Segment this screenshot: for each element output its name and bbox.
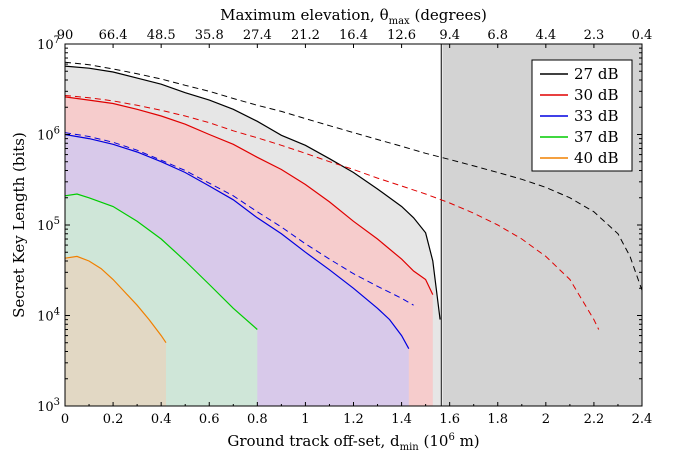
dashed-lines: [64, 61, 643, 330]
legend: 27 dB 30 dB 33 dB 37 dB 40 dB: [531, 59, 633, 172]
area-fills: [65, 66, 441, 407]
x-tick-label: 0.6: [199, 412, 220, 427]
series-line-4: [64, 193, 258, 330]
top-tick-label: 48.5: [147, 28, 176, 43]
y-tick-label: 106: [37, 126, 60, 144]
series-lines: [64, 65, 441, 349]
top-tick-label: 35.8: [195, 28, 224, 43]
series-line-3: [64, 133, 410, 349]
top-tick-label: 2.3: [584, 28, 605, 43]
top-tick-label: 90: [57, 28, 74, 43]
x-tick-label: 2.4: [632, 412, 653, 427]
legend-label-3: 33 dB: [574, 107, 618, 125]
legend-label-2: 30 dB: [574, 86, 618, 104]
x-tick-label: 0.2: [103, 412, 124, 427]
x-tick-label: 2.2: [584, 412, 605, 427]
tick-labels: 0 90 0.2 66.4 0.4 48.5 0.6 35.8 0.8 27.4 1 21.2 1.2 1…: [37, 28, 652, 427]
x-tick-label: 0: [61, 412, 69, 427]
top-tick-label: 12.6: [387, 28, 416, 43]
top-tick-label: 16.4: [339, 28, 368, 43]
x-tick-label: 1.8: [487, 412, 508, 427]
x-tick-label: 0.8: [247, 412, 268, 427]
top-tick-label: 6.8: [487, 28, 508, 43]
series-line-2: [64, 96, 434, 295]
top-tick-label: 0.4: [632, 28, 653, 43]
series-line-5: [64, 255, 167, 344]
area-fill-5: [65, 256, 166, 406]
x-tick-label: 1: [301, 412, 309, 427]
legend-label-5: 40 dB: [574, 149, 618, 167]
series-line-1: [64, 65, 441, 320]
dashed-line-2: [64, 95, 600, 330]
top-axis-label: Maximum elevation, θmax (degrees): [220, 6, 487, 27]
legend-label-4: 37 dB: [574, 128, 618, 146]
dashed-line-1: [64, 61, 643, 291]
y-tick-label: 105: [37, 216, 60, 234]
x-tick-label: 1.6: [439, 412, 460, 427]
y-tick-label: 103: [37, 397, 60, 415]
top-tick-label: 66.4: [99, 28, 128, 43]
axis-ticks: [64, 43, 643, 407]
x-tick-label: 1.4: [391, 412, 412, 427]
legend-label-1: 27 dB: [574, 65, 618, 83]
top-tick-label: 9.4: [439, 28, 460, 43]
top-tick-label: 27.4: [243, 28, 272, 43]
y-axis-label: Secret Key Length (bits): [10, 132, 28, 318]
top-tick-label: 4.4: [535, 28, 556, 43]
x-tick-label: 0.4: [151, 412, 172, 427]
x-axis-label: Ground track off-set, dmin (106 m): [227, 432, 479, 453]
dashed-line-3: [64, 132, 414, 306]
y-tick-label: 107: [37, 35, 60, 53]
y-tick-label: 104: [37, 307, 60, 325]
x-tick-label: 2: [542, 412, 550, 427]
top-tick-label: 21.2: [291, 28, 320, 43]
x-tick-label: 1.2: [343, 412, 364, 427]
